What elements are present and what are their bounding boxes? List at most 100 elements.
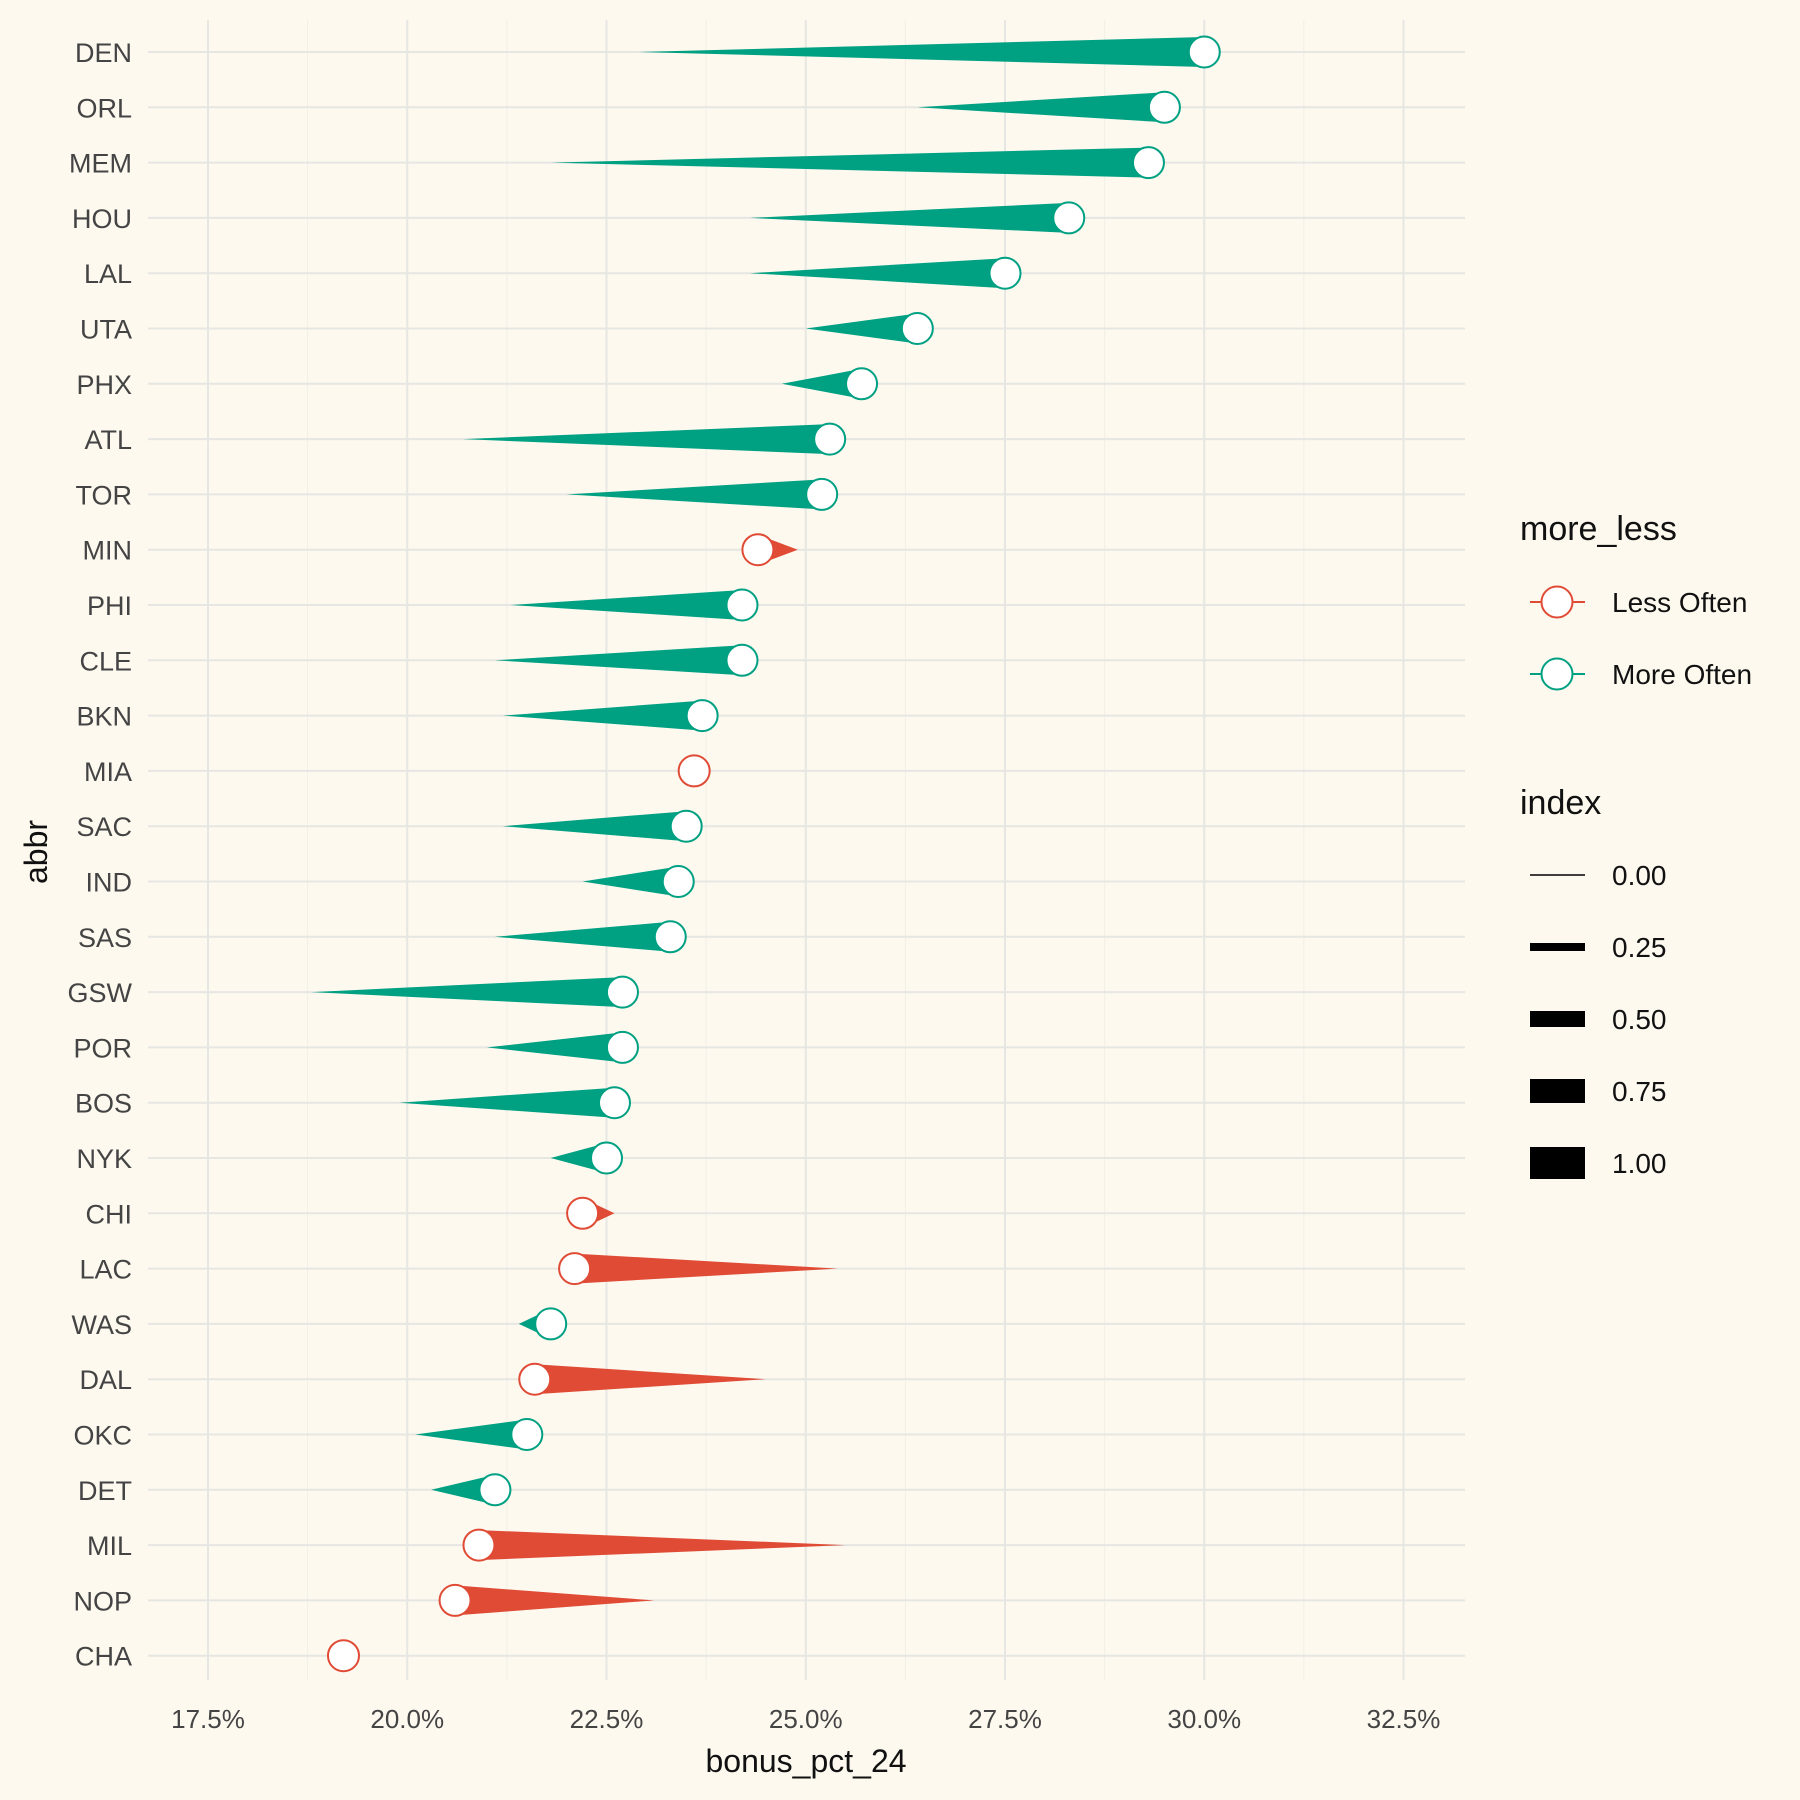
point-gsw <box>605 975 639 1009</box>
point-hou <box>1052 201 1086 235</box>
y-tick-label: WAS <box>72 1310 133 1340</box>
y-tick-label: PHI <box>87 591 132 621</box>
point-lac <box>558 1252 592 1286</box>
point-cle <box>725 643 759 677</box>
point-nyk <box>590 1141 623 1175</box>
wedge-orl <box>917 92 1165 123</box>
y-tick-label: PHX <box>76 370 132 400</box>
wedge-phi <box>510 590 742 620</box>
point-lal <box>988 256 1022 290</box>
point-sas <box>653 920 687 954</box>
wedge-lac <box>574 1253 838 1284</box>
y-tick-label: MIL <box>87 1531 132 1561</box>
point-orl <box>1147 90 1181 124</box>
point-min <box>741 533 775 567</box>
legend-label: Less Often <box>1612 587 1747 618</box>
wedge-bos <box>399 1087 615 1118</box>
wedge-phx <box>781 368 862 399</box>
wedge-mem <box>550 147 1149 178</box>
legend-size-label: 0.50 <box>1612 1004 1667 1035</box>
y-tick-label: TOR <box>75 480 132 510</box>
y-tick-label: CHI <box>86 1199 133 1229</box>
wedges <box>311 37 1205 1616</box>
y-tick-label: LAC <box>79 1255 132 1285</box>
wedge-tor <box>566 479 822 510</box>
legend-size-key <box>1530 943 1585 951</box>
point-chi <box>566 1196 600 1230</box>
point-mil <box>462 1528 496 1562</box>
y-tick-label: BOS <box>75 1089 132 1119</box>
point-was <box>534 1307 568 1341</box>
point-bos <box>597 1086 631 1120</box>
wedge-bkn <box>502 700 703 731</box>
legend: more_less Less Often More Often index 0.0… <box>1520 510 1752 1179</box>
point-ind <box>661 865 695 898</box>
wedge-sas <box>494 921 671 952</box>
wedge-mil <box>478 1530 846 1561</box>
wedge-ind <box>582 866 679 897</box>
wedge-cle <box>494 645 742 676</box>
legend-size-label: 0.25 <box>1612 932 1667 963</box>
point-mem <box>1131 146 1165 180</box>
x-tick-label: 22.5% <box>570 1704 644 1734</box>
wedge-gsw <box>311 977 623 1008</box>
y-tick-label: LAL <box>84 259 132 289</box>
point-den <box>1187 35 1221 69</box>
point-nop <box>438 1583 472 1617</box>
x-tick-label: 20.0% <box>370 1704 444 1734</box>
y-tick-label: NYK <box>76 1144 132 1174</box>
point-uta <box>900 312 934 345</box>
point-sac <box>669 809 703 843</box>
legend-size-label: 0.00 <box>1612 860 1667 891</box>
point-por <box>605 1030 639 1064</box>
y-tick-label: UTA <box>80 315 132 345</box>
point-phi <box>725 588 759 622</box>
y-tick-label: CHA <box>75 1642 132 1672</box>
x-tick-label: 17.5% <box>171 1704 245 1734</box>
y-tick-label: DEN <box>75 38 132 68</box>
legend-size-label: 0.75 <box>1612 1076 1667 1107</box>
y-tick-label: SAS <box>78 923 132 953</box>
wedge-nop <box>455 1585 655 1616</box>
legend-size-key <box>1530 1147 1585 1179</box>
y-tick-label: ATL <box>84 425 132 455</box>
y-tick-label: CLE <box>79 646 132 676</box>
legend-size-label: 1.00 <box>1612 1148 1667 1179</box>
legend-size-key <box>1530 874 1585 876</box>
y-tick-label: OKC <box>73 1421 132 1451</box>
legend-size-title: index <box>1520 784 1601 822</box>
point-tor <box>805 477 839 511</box>
wedge-det <box>431 1474 495 1505</box>
point-cha <box>326 1639 360 1673</box>
y-tick-label: SAC <box>76 812 132 842</box>
legend-key-point <box>1540 657 1574 691</box>
wedge-hou <box>749 202 1069 233</box>
wedge-uta <box>805 313 918 344</box>
y-tick-label: ORL <box>76 93 132 123</box>
x-tick-label: 30.0% <box>1167 1704 1241 1734</box>
y-axis-title: abbr <box>18 820 54 884</box>
legend-color-entries: Less Often More Often <box>1530 585 1752 691</box>
point-dal <box>518 1362 552 1396</box>
point-det <box>478 1473 512 1507</box>
point-bkn <box>685 699 719 733</box>
y-tick-label: DET <box>78 1476 132 1506</box>
y-tick-label: MEM <box>69 149 132 179</box>
legend-key-point <box>1540 585 1574 619</box>
point-mia <box>677 754 711 788</box>
point-atl <box>813 422 847 456</box>
legend-size-key <box>1530 1011 1585 1027</box>
x-tick-label: 25.0% <box>769 1704 843 1734</box>
x-tick-label: 27.5% <box>968 1704 1042 1734</box>
wedge-lal <box>749 258 1005 289</box>
y-tick-label: BKN <box>76 702 132 732</box>
legend-size-entries: 0.00 0.25 0.50 0.75 1.00 <box>1530 860 1667 1179</box>
point-okc <box>510 1418 544 1451</box>
wedge-sac <box>502 811 687 842</box>
y-tick-label: GSW <box>68 978 133 1008</box>
y-tick-label: MIN <box>83 536 133 566</box>
x-axis-title: bonus_pct_24 <box>705 1743 906 1779</box>
x-tick-label: 32.5% <box>1367 1704 1441 1734</box>
